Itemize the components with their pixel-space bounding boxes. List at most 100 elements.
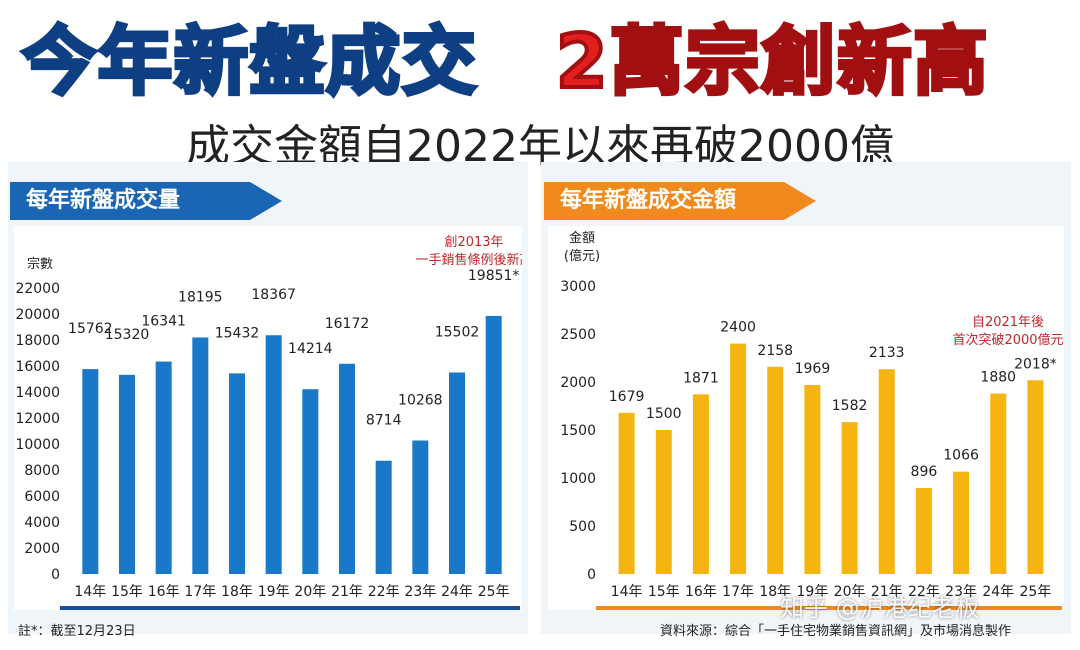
data-label: 8714: [366, 413, 402, 429]
x-tick-label: 14年: [611, 584, 643, 600]
y-axis-label: 宗數: [27, 256, 53, 272]
y-tick-label: 12000: [15, 411, 60, 427]
bar-19年: [804, 384, 821, 574]
data-label: 2018*: [1014, 356, 1057, 372]
amount-chart-svg: 金額 (億元) 0 500 1000 1500 2000 2500 3000 1679 14年 150…: [560, 230, 1064, 610]
data-label: 18195: [178, 289, 223, 305]
x-tick-label: 15年: [648, 584, 680, 600]
x-tick-label: 20年: [834, 584, 866, 600]
x-tick-label: 23年: [945, 584, 977, 600]
x-tick-label: 24年: [441, 584, 473, 600]
y-tick-label: 16000: [15, 359, 60, 375]
y-tick-label: 2000: [560, 375, 596, 391]
volume-chart: 宗數 0 2000 4000 6000 8000 10000 12000 14000 16000 1…: [14, 226, 533, 610]
data-label: 14214: [288, 341, 333, 357]
bar-18年: [229, 373, 245, 574]
bar-15年: [119, 374, 135, 574]
annotation-text: 一手銷售條例後新高: [415, 252, 522, 268]
bar-25年: [1027, 380, 1044, 574]
y-tick-label: 22000: [15, 281, 60, 297]
volume-chart-title: 每年新盤成交量: [10, 182, 282, 220]
annotation-text: 首次突破2000億元: [952, 332, 1063, 348]
y-tick-label: 1000: [560, 471, 596, 487]
bar-16年: [155, 361, 172, 574]
amount-chart: 金額 (億元) 0 500 1000 1500 2000 2500 3000 1679 14年 150…: [548, 226, 1064, 610]
source-note: 資料來源：綜合「一手住宅物業銷售資訊網」及市場消息製作: [660, 624, 1012, 639]
data-label: 1880: [980, 370, 1016, 386]
bar-17年: [730, 343, 747, 574]
bar-14年: [82, 369, 99, 574]
x-tick-label: 19年: [797, 584, 829, 600]
y-tick-label: 3000: [560, 279, 596, 295]
data-label: 1582: [832, 398, 868, 414]
x-tick-label: 25年: [1020, 584, 1052, 600]
x-tick-label: 25年: [478, 584, 510, 600]
data-label: 10268: [398, 393, 443, 409]
y-tick-label: 8000: [24, 463, 60, 479]
x-tick-label: 16年: [685, 584, 717, 600]
y-tick-label: 4000: [24, 515, 60, 531]
amount-chart-title: 每年新盤成交金額: [544, 182, 816, 220]
footnote: 註*：截至12月23日: [18, 624, 136, 639]
data-label: 1969: [795, 361, 831, 377]
bar-20年: [841, 422, 858, 574]
bar-16年: [692, 394, 709, 574]
data-label: 2133: [869, 345, 905, 361]
x-tick-label: 22年: [368, 584, 400, 600]
annotation-text: 自2021年後: [972, 315, 1044, 330]
x-tick-label: 24年: [982, 584, 1014, 600]
data-label: 16341: [141, 314, 186, 330]
data-label: 1871: [683, 370, 719, 386]
volume-chart-svg: 宗數 0 2000 4000 6000 8000 10000 12000 14000 16000 1…: [15, 235, 533, 610]
bar-17年: [192, 337, 209, 574]
y-tick-label: 10000: [15, 437, 60, 453]
bar-25年: [485, 315, 502, 574]
headline-part2: 2萬宗創新高: [554, 17, 990, 107]
x-tick-label: 18年: [759, 584, 791, 600]
data-label: 2158: [757, 343, 793, 359]
bar-14年: [618, 412, 635, 574]
headline: 今年新盤成交 2萬宗創新高: [0, 0, 1080, 107]
y-tick-label: 2000: [24, 541, 60, 557]
x-tick-label: 19年: [258, 584, 290, 600]
y-axis-label: (億元): [564, 248, 600, 264]
y-tick-label: 6000: [24, 489, 60, 505]
y-tick-label: 1500: [560, 423, 596, 439]
data-label: 2400: [720, 320, 756, 336]
x-tick-label: 21年: [331, 584, 363, 600]
x-tick-label: 20年: [294, 584, 326, 600]
bar-22年: [375, 460, 392, 574]
headline-part1: 今年新盤成交: [20, 17, 478, 107]
bar-23年: [412, 440, 429, 574]
bar-15年: [655, 430, 672, 574]
data-label: 15762: [68, 321, 113, 337]
bar-24年: [449, 372, 465, 574]
data-label: 896: [911, 464, 938, 480]
x-tick-label: 14年: [74, 584, 106, 600]
y-tick-label: 0: [587, 567, 596, 583]
y-tick-label: 0: [51, 567, 60, 583]
x-tick-label: 15年: [111, 584, 143, 600]
bar-18年: [767, 366, 784, 574]
y-axis-label: 金額: [569, 230, 595, 246]
x-tick-label: 16年: [148, 584, 180, 600]
y-tick-label: 20000: [15, 307, 60, 323]
data-label: 1066: [943, 448, 979, 464]
watermark: 知乎 @沪港纪老板: [780, 594, 980, 622]
bar-21年: [339, 363, 355, 574]
data-label: 18367: [251, 287, 296, 303]
data-label: 15320: [105, 327, 150, 343]
x-tick-label: 18年: [221, 584, 253, 600]
y-tick-label: 18000: [15, 333, 60, 349]
data-label: 15502: [435, 324, 480, 340]
bar-21年: [878, 369, 895, 574]
x-tick-label: 17年: [184, 584, 216, 600]
bar-22年: [915, 487, 932, 574]
bar-19年: [265, 335, 282, 574]
y-tick-label: 2500: [560, 327, 596, 343]
x-tick-label: 21年: [871, 584, 903, 600]
data-label: 1500: [646, 406, 682, 422]
bar-24年: [990, 393, 1007, 574]
y-tick-label: 500: [569, 519, 596, 535]
x-axis-line: [596, 606, 1062, 610]
